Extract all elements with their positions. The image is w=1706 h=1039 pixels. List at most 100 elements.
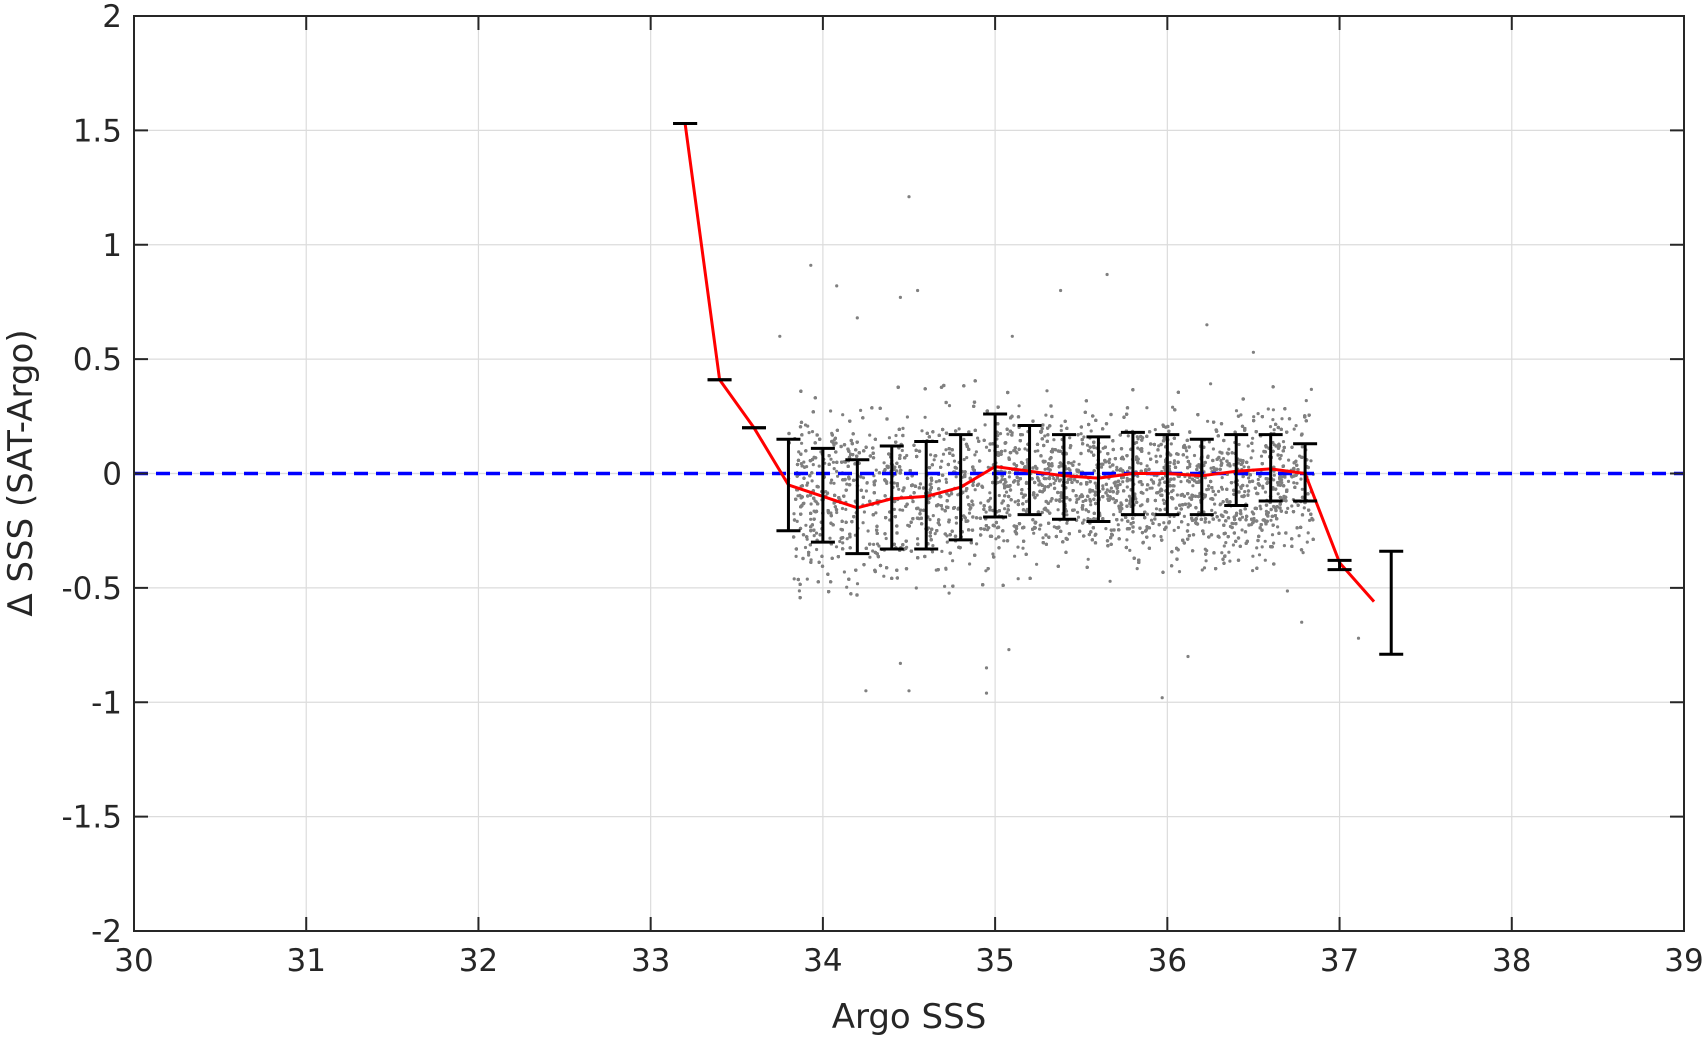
scatter-point (927, 526, 931, 530)
scatter-point (1252, 415, 1256, 419)
scatter-point (1258, 504, 1262, 508)
scatter-point (1290, 504, 1294, 508)
scatter-point (1168, 460, 1172, 465)
scatter-point (1276, 525, 1280, 529)
scatter-point (1002, 539, 1006, 543)
scatter-point (1021, 461, 1025, 466)
scatter-point (944, 448, 948, 452)
scatter-point (1105, 488, 1109, 492)
scatter-point (954, 521, 959, 525)
scatter-point (834, 545, 839, 549)
scatter-point (1251, 449, 1255, 453)
scatter-point (1089, 429, 1093, 433)
scatter-point (1108, 579, 1112, 583)
scatter-point (1247, 465, 1251, 469)
scatter-point (1240, 515, 1245, 519)
scatter-point (1300, 445, 1304, 449)
scatter-point (976, 436, 980, 440)
scatter-point (812, 534, 816, 538)
scatter-point (1039, 523, 1043, 527)
scatter-point (811, 463, 815, 467)
scatter-point (810, 430, 815, 434)
scatter-point (895, 484, 900, 488)
scatter-point (1185, 455, 1189, 459)
scatter-point (884, 536, 888, 541)
scatter-point (947, 404, 952, 408)
scatter-point (1089, 450, 1094, 454)
scatter-point (962, 457, 966, 462)
scatter-point (874, 468, 878, 472)
scatter-point (1182, 514, 1186, 519)
scatter-point (1220, 476, 1224, 480)
scatter-point (864, 489, 869, 493)
scatter-point (1150, 486, 1154, 490)
scatter-point (805, 577, 809, 581)
scatter-point (905, 415, 910, 419)
scatter-point (1256, 477, 1260, 482)
scatter-point (1101, 484, 1105, 488)
scatter-point (817, 464, 821, 468)
scatter-point (901, 508, 905, 512)
scatter-point (1221, 457, 1226, 461)
scatter-point (997, 493, 1001, 498)
scatter-point (1272, 428, 1276, 432)
scatter-point (897, 487, 901, 491)
scatter-point (1157, 444, 1161, 448)
scatter-point (1172, 528, 1176, 533)
scatter-point (996, 433, 1000, 438)
scatter-point (887, 436, 892, 440)
scatter-point (1035, 493, 1039, 497)
scatter-point (983, 423, 987, 427)
scatter-point (1154, 507, 1159, 511)
scatter-point (1052, 476, 1056, 481)
scatter-point (916, 537, 920, 541)
scatter-point (1016, 545, 1020, 549)
scatter-point (1005, 511, 1009, 515)
scatter-point (892, 507, 897, 511)
scatter-point (830, 478, 834, 482)
scatter-point (1068, 436, 1072, 440)
scatter-point (1006, 432, 1010, 436)
scatter-point (1138, 504, 1143, 508)
scatter-point (1115, 465, 1119, 469)
scatter-point (1171, 405, 1175, 409)
scatter-point (805, 537, 809, 541)
scatter-point (1127, 494, 1131, 498)
scatter-point (952, 459, 957, 463)
scatter-point (1231, 543, 1235, 547)
scatter-point (944, 480, 949, 484)
scatter-point (984, 445, 989, 449)
scatter-point (809, 558, 813, 562)
scatter-point (882, 461, 886, 465)
scatter-point (943, 584, 947, 589)
scatter-point (1045, 389, 1049, 393)
scatter-point (1306, 531, 1310, 535)
scatter-point (986, 465, 990, 469)
scatter-point (1154, 454, 1158, 458)
scatter-point (957, 427, 961, 431)
scatter-point (973, 488, 977, 492)
scatter-point (1126, 434, 1130, 438)
scatter-point (1161, 498, 1165, 502)
scatter-point (1237, 442, 1241, 447)
scatter-point (1108, 457, 1112, 461)
scatter-point (1054, 478, 1058, 483)
scatter-point (1228, 559, 1232, 563)
scatter-point (1136, 437, 1140, 441)
scatter-point (875, 542, 880, 546)
scatter-point (1125, 476, 1129, 480)
scatter-point (1108, 465, 1112, 469)
scatter-point (941, 452, 946, 456)
scatter-point (1082, 435, 1086, 439)
scatter-point (1263, 490, 1268, 494)
scatter-point (1217, 489, 1221, 493)
scatter-point (840, 506, 845, 511)
scatter-point (1252, 516, 1256, 521)
scatter-point (932, 458, 936, 462)
scatter-point (1294, 424, 1298, 428)
scatter-point (1072, 460, 1076, 464)
scatter-point (1292, 481, 1296, 485)
scatter-point (1171, 488, 1175, 492)
scatter-point (795, 519, 799, 524)
